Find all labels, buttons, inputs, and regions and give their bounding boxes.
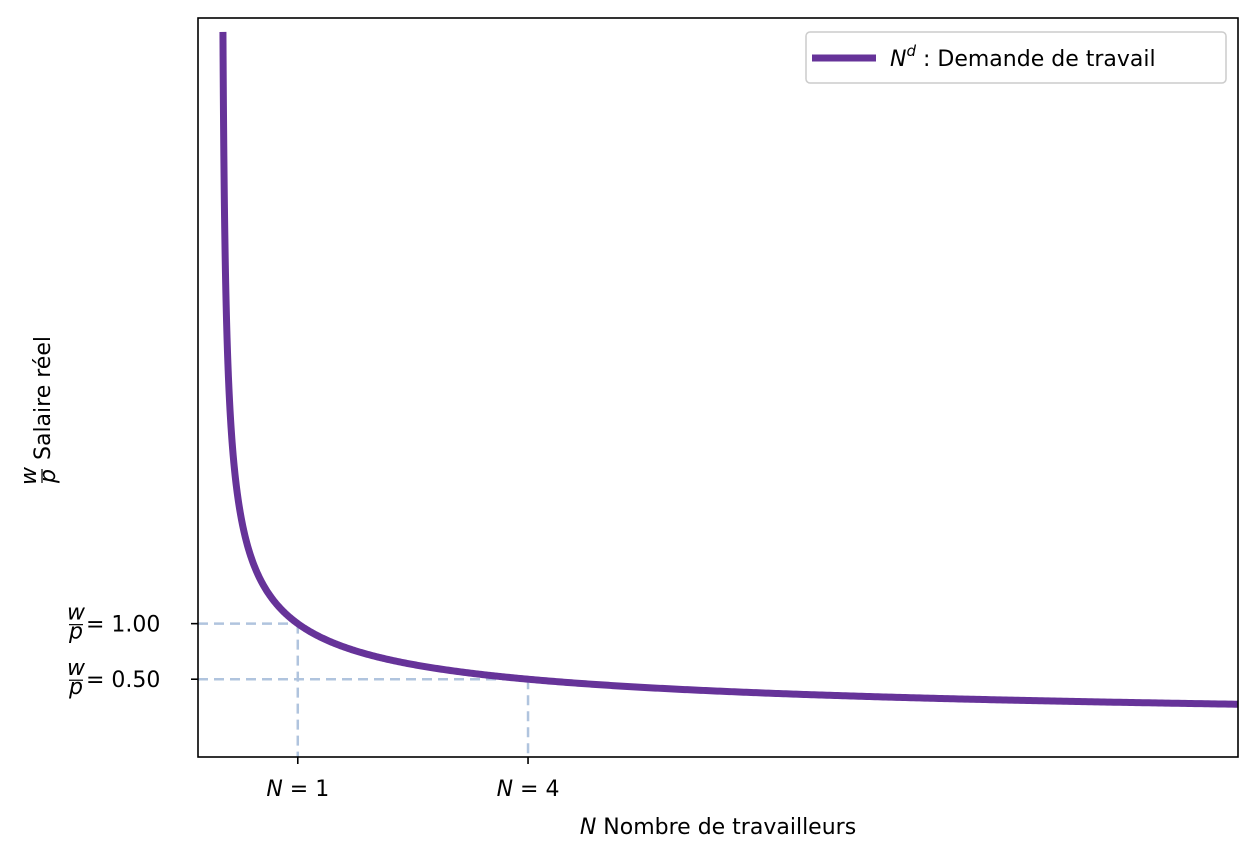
y-axis-label-text: Salaire réel	[31, 336, 56, 460]
y-tick-label-0: wp = 1.00	[67, 601, 160, 645]
svg-text:w: w	[67, 601, 86, 626]
guide-lines	[198, 622, 530, 757]
y-axis-label-frac-den: p	[36, 469, 61, 484]
legend-label: Nd : Demande de travail	[890, 42, 1156, 72]
legend-label-sup: d	[906, 42, 916, 60]
plot-frame	[197, 17, 1239, 758]
svg-text:p: p	[68, 620, 83, 645]
y-axis-label-frac-num: w	[17, 466, 42, 485]
labor-demand-curve	[219, 28, 1238, 708]
y-tick-label-1: wp = 0.50	[67, 656, 160, 700]
x-tick-label-1: N = 4	[497, 777, 560, 802]
x-tick-label-0: N = 1	[266, 777, 329, 802]
svg-text:p: p	[68, 675, 83, 700]
svg-text:= 0.50: = 0.50	[86, 668, 160, 693]
legend-label-text: : Demande de travail	[916, 47, 1156, 72]
legend-label-var: N	[890, 47, 906, 72]
svg-text:= 1.00: = 1.00	[86, 613, 160, 638]
x-axis-label: N Nombre de travailleurs	[580, 815, 856, 840]
y-axis-label: w p Salaire réel	[17, 336, 61, 485]
x-axis-label-text: Nombre de travailleurs	[596, 815, 856, 840]
svg-text:w: w	[67, 656, 86, 681]
legend: Nd : Demande de travail	[805, 31, 1227, 84]
legend-box	[805, 31, 1227, 84]
x-axis-label-var: N	[580, 815, 596, 840]
x-ticks: N = 1 N = 4	[266, 757, 559, 802]
